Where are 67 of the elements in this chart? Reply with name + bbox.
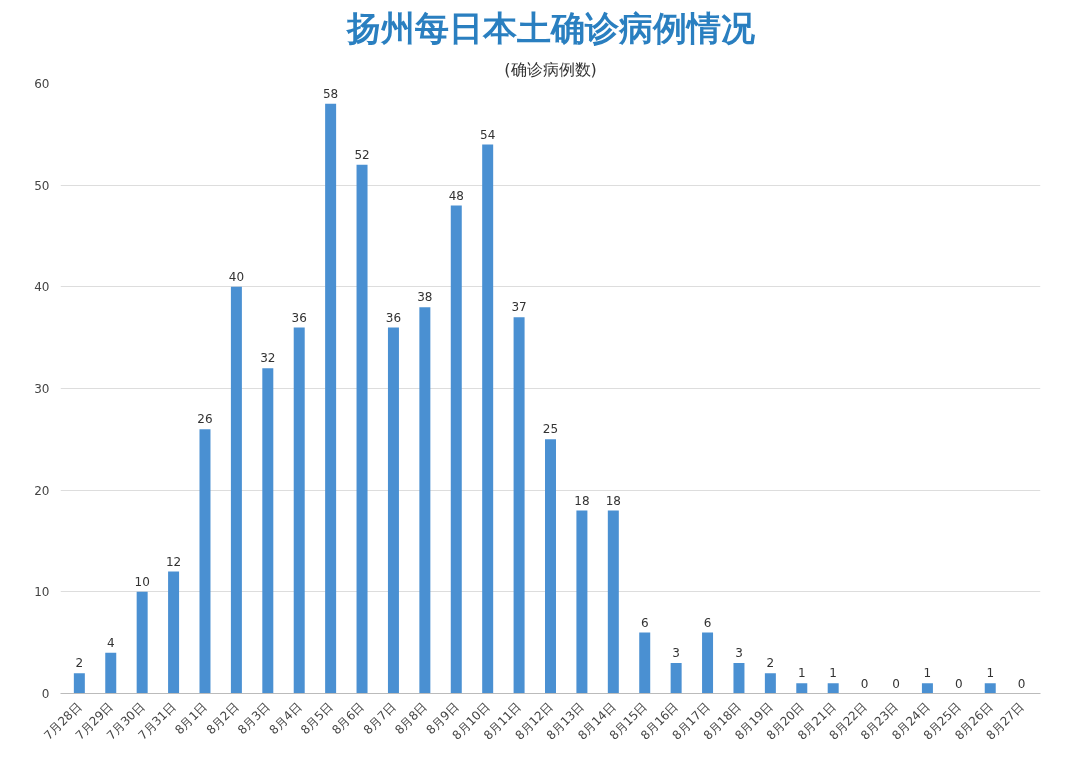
bar — [796, 683, 808, 694]
data-label: 3 — [672, 646, 680, 660]
data-label: 1 — [829, 666, 838, 681]
data-label: 1 — [923, 666, 932, 681]
bar — [356, 164, 368, 694]
bar — [545, 439, 556, 694]
bar — [105, 652, 117, 694]
bar — [73, 673, 85, 694]
data-label: 1 — [797, 666, 806, 681]
chart-subtitle: (确诊病例数) — [504, 59, 597, 79]
bar — [702, 632, 714, 694]
data-label: 2 — [766, 656, 775, 671]
data-label: 48 — [448, 188, 464, 203]
data-label: 37 — [511, 300, 527, 315]
data-label: 36 — [385, 310, 402, 325]
data-label: 18 — [605, 493, 621, 508]
data-label: 0 — [1017, 676, 1026, 691]
data-label: 10 — [134, 574, 150, 589]
bar — [199, 429, 211, 694]
y-tick-label: 0 — [41, 687, 50, 701]
y-tick-label: 60 — [34, 77, 50, 91]
data-label: 26 — [197, 412, 213, 427]
data-label: 6 — [640, 615, 649, 630]
bar — [230, 286, 242, 694]
data-label: 1 — [986, 666, 995, 681]
bar — [607, 510, 619, 694]
y-tick-label: 50 — [34, 178, 50, 193]
bar — [136, 591, 148, 694]
data-label: 4 — [106, 635, 115, 650]
data-label: 6 — [703, 615, 712, 630]
y-tick-label: 10 — [34, 585, 50, 600]
data-label: 0 — [955, 676, 963, 691]
data-label: 0 — [892, 676, 900, 691]
data-label: 2 — [75, 656, 84, 671]
data-label: 54 — [480, 127, 496, 142]
data-label: 52 — [354, 147, 370, 162]
bar — [639, 632, 651, 694]
bar — [262, 368, 274, 694]
bar — [733, 663, 745, 694]
data-label: 18 — [574, 493, 590, 508]
bar — [670, 663, 682, 694]
bar — [168, 571, 180, 694]
data-label: 38 — [417, 290, 433, 305]
data-label: 25 — [542, 422, 559, 437]
data-label: 58 — [322, 86, 339, 101]
data-label: 3 — [735, 646, 743, 660]
bar — [827, 683, 839, 694]
y-tick-label: 40 — [34, 280, 50, 295]
bar — [293, 327, 305, 694]
chart-title: 扬州每日本土确诊病例情况 — [344, 7, 756, 48]
bar — [576, 510, 588, 694]
y-tick-label: 30 — [34, 382, 50, 396]
data-label: 12 — [165, 554, 182, 569]
bar — [764, 673, 776, 694]
bar — [921, 683, 933, 694]
y-tick-label: 20 — [34, 483, 50, 498]
bar — [482, 144, 494, 694]
data-label: 0 — [860, 676, 869, 691]
bar — [984, 683, 996, 694]
data-label: 32 — [260, 351, 276, 366]
bar — [419, 307, 431, 694]
bar — [387, 327, 399, 694]
bar — [325, 103, 337, 694]
bar — [450, 205, 462, 694]
bar — [513, 317, 525, 694]
data-label: 40 — [228, 269, 245, 284]
data-label: 36 — [291, 310, 307, 325]
